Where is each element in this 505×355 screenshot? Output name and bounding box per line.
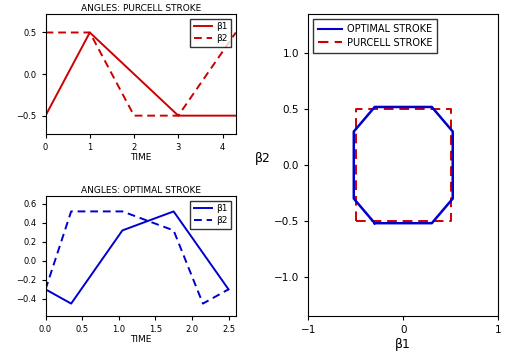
Y-axis label: β2: β2 xyxy=(255,152,270,165)
Line: β1: β1 xyxy=(45,212,228,304)
β1 xyxy=(68,301,74,306)
Line: β2: β2 xyxy=(45,33,235,116)
OPTIMAL STROKE xyxy=(449,196,455,201)
OPTIMAL STROKE xyxy=(449,130,455,134)
Title: ANGLES: OPTIMAL STROKE: ANGLES: OPTIMAL STROKE xyxy=(80,186,200,196)
β2 xyxy=(170,228,176,233)
Legend: OPTIMAL STROKE, PURCELL STROKE: OPTIMAL STROKE, PURCELL STROKE xyxy=(313,19,436,53)
PURCELL STROKE xyxy=(352,107,358,111)
OPTIMAL STROKE xyxy=(428,105,434,109)
β2 xyxy=(199,301,206,306)
β2 xyxy=(232,31,238,35)
β2 xyxy=(42,287,48,291)
Title: ANGLES: PURCELL STROKE: ANGLES: PURCELL STROKE xyxy=(80,4,200,13)
PURCELL STROKE xyxy=(352,219,358,223)
β2 xyxy=(42,31,48,35)
β1 xyxy=(42,114,48,118)
X-axis label: β1: β1 xyxy=(394,338,411,351)
PURCELL STROKE xyxy=(352,219,358,223)
β1 xyxy=(86,31,92,35)
X-axis label: TIME: TIME xyxy=(130,335,151,344)
OPTIMAL STROKE xyxy=(371,105,377,109)
β2 xyxy=(68,209,74,214)
β1 xyxy=(175,114,181,118)
OPTIMAL STROKE xyxy=(350,196,356,201)
β1 xyxy=(225,287,231,291)
β2 xyxy=(175,114,181,118)
Line: β1: β1 xyxy=(45,33,235,116)
β1 xyxy=(170,209,176,214)
OPTIMAL STROKE xyxy=(428,221,434,225)
Line: PURCELL STROKE: PURCELL STROKE xyxy=(355,109,450,221)
OPTIMAL STROKE xyxy=(350,130,356,134)
β2 xyxy=(119,209,125,214)
PURCELL STROKE xyxy=(447,107,453,111)
β2 xyxy=(86,31,92,35)
Legend: β1, β2: β1, β2 xyxy=(190,19,231,47)
OPTIMAL STROKE xyxy=(371,221,377,225)
PURCELL STROKE xyxy=(447,219,453,223)
β2 xyxy=(131,114,137,118)
β1 xyxy=(119,228,125,233)
OPTIMAL STROKE xyxy=(371,221,377,225)
β1 xyxy=(42,287,48,291)
Line: OPTIMAL STROKE: OPTIMAL STROKE xyxy=(353,107,452,223)
β2 xyxy=(225,287,231,291)
X-axis label: TIME: TIME xyxy=(130,153,151,162)
Line: β2: β2 xyxy=(45,212,228,304)
Legend: β1, β2: β1, β2 xyxy=(190,201,231,229)
β1 xyxy=(232,114,238,118)
